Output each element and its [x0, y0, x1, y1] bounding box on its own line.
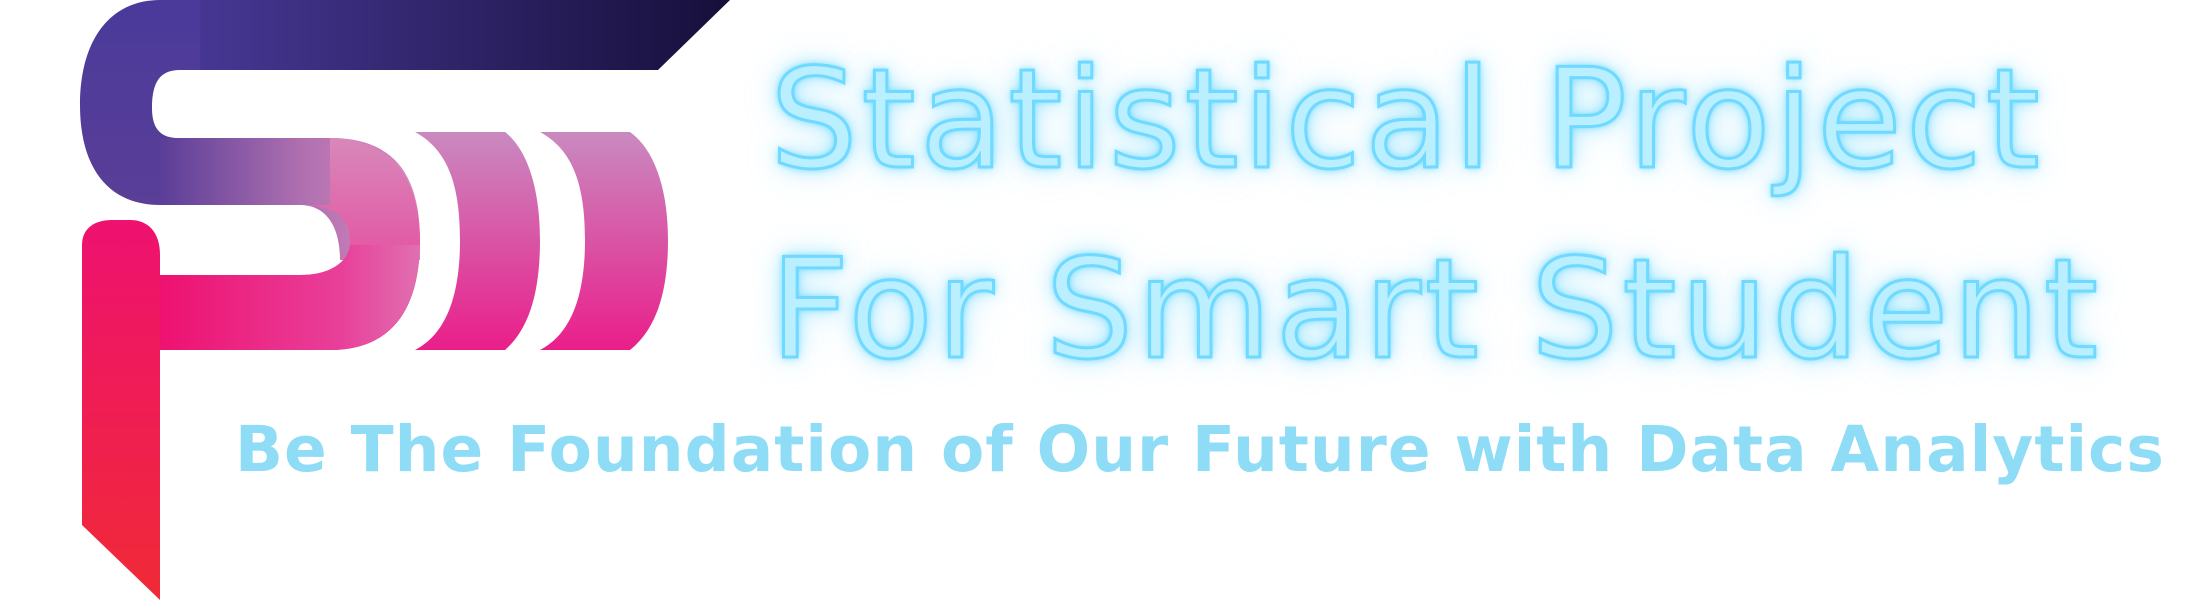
sps-logo-icon [80, 0, 730, 600]
title-line-1: Statistical Project [769, 38, 2044, 202]
logo-bar-1 [415, 132, 540, 350]
logo-top-bar [160, 0, 730, 70]
page-title: Statistical Project For Smart Student [769, 25, 2170, 405]
logo-s-lower-band [160, 245, 420, 350]
title-line-2: For Smart Student [769, 228, 2103, 392]
tagline: Be The Foundation of Our Future with Dat… [235, 413, 2165, 486]
logo-bar-2 [540, 132, 668, 350]
logo-p-stem [82, 220, 160, 600]
